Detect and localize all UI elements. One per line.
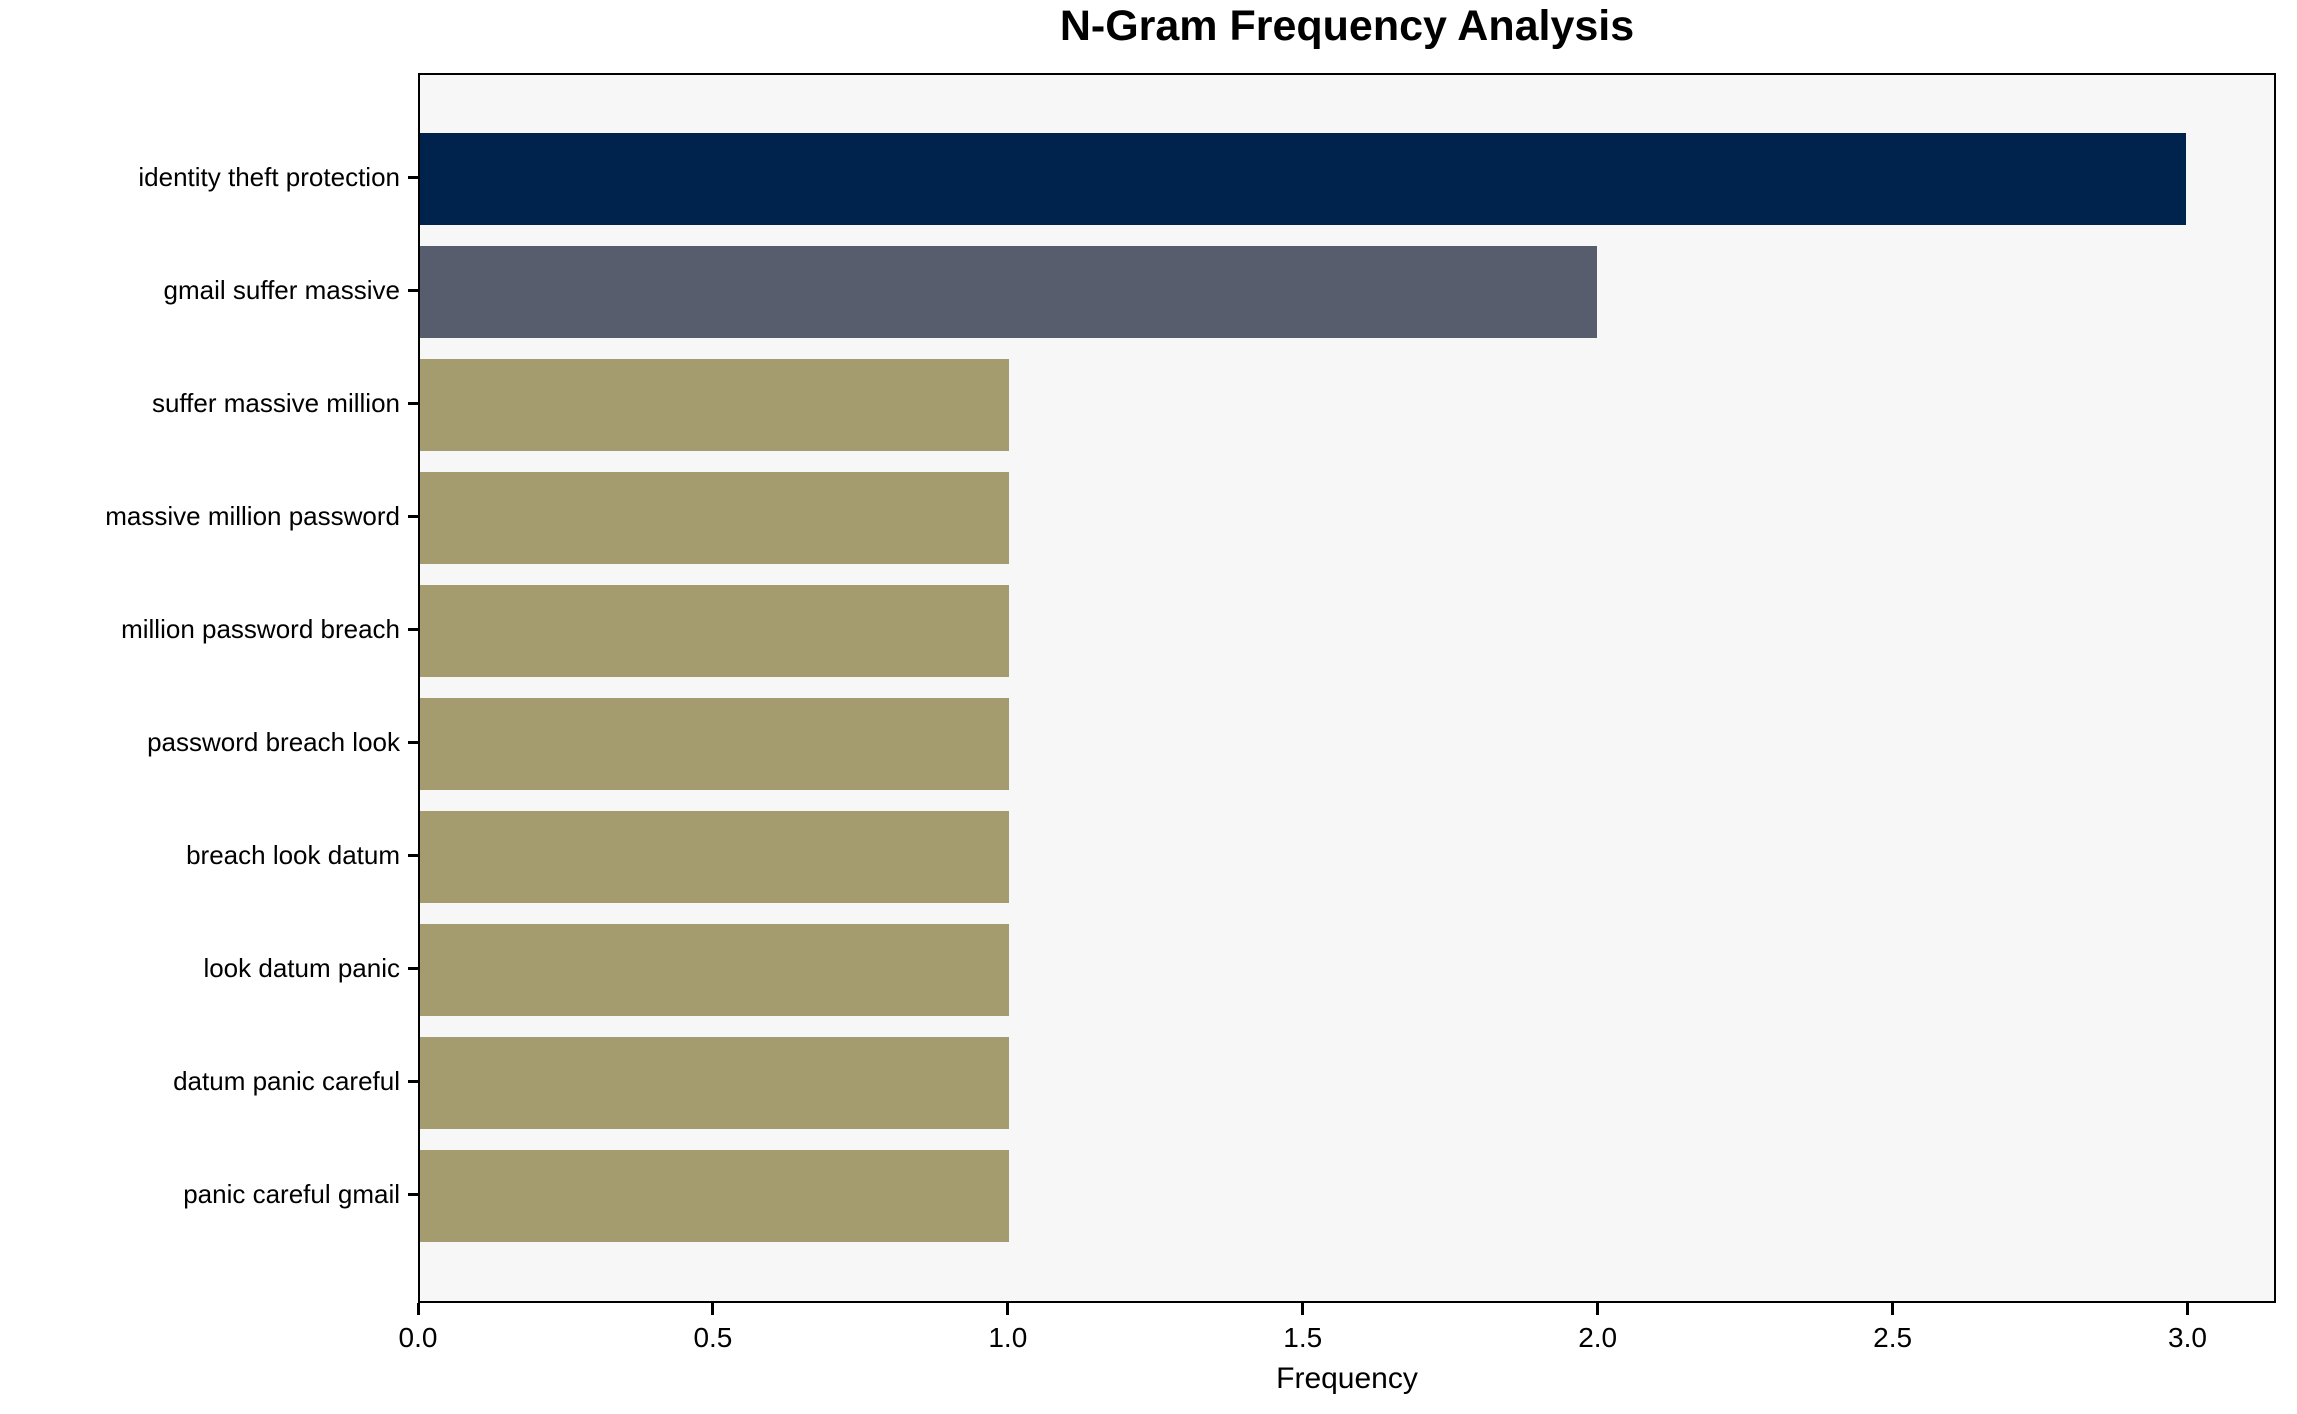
x-tick-mark [1006, 1303, 1010, 1315]
x-tick-label: 0.5 [693, 1322, 733, 1353]
y-tick-label: panic careful gmail [183, 1179, 400, 1209]
x-tick-label: 3.0 [2168, 1322, 2207, 1353]
y-tick-label: datum panic careful [173, 1066, 400, 1096]
bar-identity-theft-protection [420, 133, 2186, 225]
bar-look-datum-panic [420, 924, 1009, 1016]
x-tick-mark [1596, 1303, 1600, 1315]
y-tick-mark [408, 966, 418, 970]
y-tick-mark [408, 627, 418, 631]
x-tick-label: 1.0 [988, 1322, 1028, 1353]
y-tick-mark [408, 288, 418, 292]
y-tick-mark [408, 740, 418, 744]
y-tick-label: million password breach [121, 614, 400, 644]
bar-datum-panic-careful [420, 1037, 1009, 1129]
y-tick-label: massive million password [105, 501, 400, 531]
y-tick-mark [408, 175, 418, 179]
y-tick-mark [408, 853, 418, 857]
bar-gmail-suffer-massive [420, 246, 1598, 338]
chart-title: N-Gram Frequency Analysis [1059, 2, 1635, 50]
y-tick-label: suffer massive million [151, 388, 400, 418]
x-tick-label: 1.5 [1283, 1322, 1323, 1353]
y-tick-label: identity theft protection [138, 162, 400, 192]
x-tick-mark [711, 1303, 715, 1315]
bar-breach-look-datum [420, 811, 1009, 903]
x-tick-mark [2186, 1303, 2190, 1315]
x-tick-label: 0.0 [398, 1322, 438, 1353]
x-tick-mark [1891, 1303, 1895, 1315]
y-tick-label: password breach look [147, 727, 400, 757]
bar-million-password-breach [420, 585, 1009, 677]
y-tick-mark [408, 1079, 418, 1083]
x-tick-mark [416, 1303, 420, 1315]
x-tick-mark [1301, 1303, 1305, 1315]
y-tick-label: gmail suffer massive [163, 275, 401, 305]
y-tick-mark [408, 1192, 418, 1196]
y-tick-label: look datum panic [203, 953, 400, 983]
bar-massive-million-password [420, 472, 1009, 564]
y-tick-mark [408, 514, 418, 518]
bar-suffer-massive-million [420, 359, 1009, 451]
x-tick-label: 2.5 [1873, 1322, 1913, 1353]
x-axis-title: Frequency [1276, 1362, 1418, 1395]
plot-area [418, 73, 2276, 1303]
y-tick-label: breach look datum [186, 840, 400, 870]
y-tick-mark [408, 401, 418, 405]
x-tick-label: 2.0 [1578, 1322, 1618, 1353]
bar-password-breach-look [420, 698, 1009, 790]
bar-panic-careful-gmail [420, 1150, 1009, 1242]
